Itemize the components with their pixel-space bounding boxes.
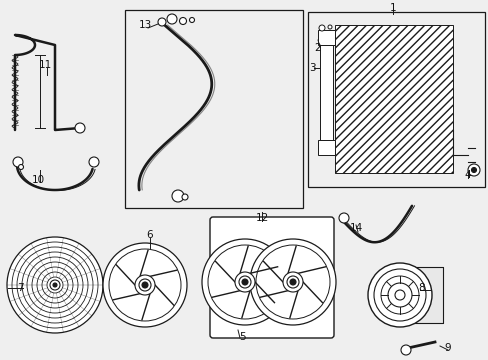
Circle shape (53, 283, 57, 287)
Bar (125, 10, 303, 208)
Circle shape (167, 14, 177, 24)
Text: 2: 2 (314, 43, 321, 53)
Bar (317, 30, 334, 45)
Text: 10: 10 (31, 175, 44, 185)
Bar (394, 267, 442, 323)
Circle shape (394, 290, 404, 300)
Circle shape (17, 247, 93, 323)
Circle shape (182, 194, 187, 200)
Circle shape (367, 263, 431, 327)
Circle shape (47, 277, 63, 293)
Circle shape (158, 18, 165, 26)
Text: 9: 9 (444, 343, 450, 353)
Circle shape (103, 243, 186, 327)
FancyBboxPatch shape (209, 217, 333, 338)
Text: 11: 11 (38, 60, 52, 70)
Text: 13: 13 (138, 20, 151, 30)
Circle shape (7, 237, 103, 333)
Circle shape (19, 165, 23, 170)
Text: 7: 7 (17, 283, 23, 293)
Text: 3: 3 (308, 63, 315, 73)
Circle shape (207, 245, 282, 319)
Circle shape (239, 276, 250, 288)
Bar (394, 267, 442, 323)
Circle shape (202, 239, 287, 325)
Circle shape (89, 157, 99, 167)
Circle shape (256, 245, 329, 319)
Circle shape (327, 25, 331, 29)
Circle shape (380, 276, 418, 314)
Circle shape (283, 272, 303, 292)
Circle shape (467, 164, 479, 176)
Circle shape (373, 269, 425, 321)
Circle shape (249, 239, 335, 325)
Circle shape (109, 249, 181, 321)
Circle shape (12, 242, 98, 328)
Circle shape (32, 262, 78, 308)
Circle shape (139, 279, 151, 291)
Circle shape (50, 280, 60, 290)
Circle shape (22, 252, 88, 318)
Circle shape (37, 267, 73, 303)
Circle shape (42, 272, 68, 298)
Text: 4: 4 (464, 170, 470, 180)
Circle shape (318, 25, 325, 31)
Circle shape (172, 190, 183, 202)
Circle shape (387, 283, 411, 307)
Bar (307, 12, 484, 187)
Circle shape (13, 157, 23, 167)
Circle shape (242, 279, 247, 285)
Circle shape (470, 167, 475, 172)
Text: 1: 1 (389, 3, 395, 13)
Circle shape (75, 123, 85, 133)
Text: 14: 14 (348, 223, 362, 233)
Bar (334, 25, 452, 173)
Circle shape (27, 257, 83, 313)
Circle shape (189, 18, 194, 23)
Circle shape (289, 279, 295, 285)
Circle shape (135, 275, 155, 295)
Circle shape (338, 213, 348, 223)
Circle shape (179, 18, 186, 24)
Circle shape (286, 276, 298, 288)
Text: 12: 12 (255, 213, 268, 223)
Text: 6: 6 (146, 230, 153, 240)
Circle shape (142, 282, 148, 288)
Circle shape (400, 345, 410, 355)
Circle shape (235, 272, 254, 292)
Bar (317, 140, 334, 155)
Bar (319, 45, 332, 140)
Text: 5: 5 (238, 332, 245, 342)
Text: 8: 8 (418, 283, 425, 293)
